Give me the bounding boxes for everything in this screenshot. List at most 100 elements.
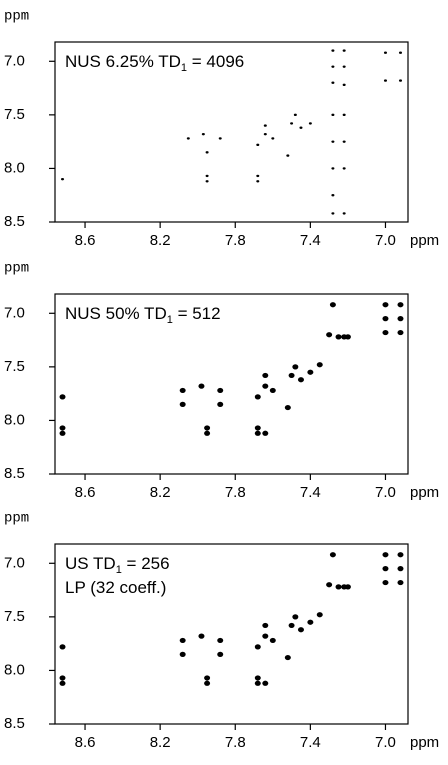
peak <box>269 637 276 644</box>
peak <box>292 364 299 370</box>
peak <box>335 334 342 340</box>
peak <box>262 680 269 686</box>
peak <box>205 151 209 154</box>
x-tick-label: 7.8 <box>225 734 246 751</box>
peak <box>205 180 209 183</box>
y-tick-label: 7.5 <box>4 106 25 123</box>
peak <box>254 680 261 686</box>
annotation: NUS 50% TD1 = 512 <box>65 304 221 325</box>
peak <box>254 394 261 400</box>
peak <box>397 329 404 336</box>
peak <box>331 194 335 197</box>
x-tick-label: 7.0 <box>375 484 396 501</box>
peak <box>59 680 66 686</box>
peak <box>342 113 346 117</box>
peak <box>297 627 304 633</box>
x-tick-label: 8.6 <box>75 232 96 249</box>
peak <box>218 137 222 140</box>
peak <box>59 675 66 681</box>
plot-frame <box>54 41 409 223</box>
y-tick-label: 8.0 <box>4 411 25 428</box>
peak <box>342 65 346 68</box>
peak <box>331 113 335 117</box>
peak <box>383 79 387 82</box>
peak <box>269 387 276 394</box>
x-tick-label: 8.2 <box>150 232 171 249</box>
x-tick-label: 7.4 <box>300 232 321 249</box>
peak <box>59 425 66 431</box>
peak <box>331 212 335 215</box>
peak <box>344 584 351 590</box>
peak <box>290 122 294 125</box>
peak <box>254 430 261 436</box>
peak <box>342 49 346 52</box>
plot-frame <box>54 293 409 475</box>
peak <box>204 430 211 436</box>
x-tick-label: 7.0 <box>375 734 396 751</box>
plot-frame <box>54 543 409 725</box>
x-tick-label: 7.4 <box>300 734 321 751</box>
peak <box>201 132 205 136</box>
annotation-text: NUS 6.25% TD <box>65 52 181 71</box>
peak <box>316 612 323 618</box>
x-tick-label: 8.6 <box>75 484 96 501</box>
peak <box>326 332 333 338</box>
peak <box>297 377 304 383</box>
peak <box>342 83 346 87</box>
peak <box>316 362 323 368</box>
peak <box>262 430 269 436</box>
y-tick-label: 7.0 <box>4 52 25 69</box>
peak <box>331 49 335 52</box>
annotation-subscript: 1 <box>116 564 122 576</box>
annotation-subscript: 1 <box>181 62 187 74</box>
y-tick-label: 8.0 <box>4 661 25 678</box>
peak <box>284 654 291 661</box>
peak <box>262 622 269 629</box>
annotation: NUS 6.25% TD1 = 4096 <box>65 52 244 73</box>
peak <box>331 167 335 170</box>
peak <box>342 167 346 170</box>
x-tick-label: 7.4 <box>300 484 321 501</box>
peak <box>256 174 260 178</box>
peak <box>335 584 342 590</box>
annotation-text: = 256 <box>122 554 170 573</box>
peak <box>217 387 224 394</box>
peak <box>284 404 291 411</box>
peak <box>204 425 211 431</box>
peak <box>331 81 335 84</box>
peak <box>326 582 333 588</box>
peak <box>204 675 211 681</box>
peak <box>288 622 295 629</box>
peak <box>307 619 314 625</box>
peak <box>217 637 224 644</box>
peak <box>254 425 261 431</box>
peak <box>382 316 389 322</box>
peak <box>205 174 209 178</box>
peak <box>397 579 404 586</box>
peak <box>382 329 389 336</box>
peak <box>398 51 402 54</box>
peak <box>397 566 404 572</box>
peak <box>61 177 65 181</box>
peak <box>308 122 312 125</box>
peak <box>299 126 303 129</box>
peak <box>179 401 186 407</box>
y-axis-label: ppm <box>4 9 29 25</box>
peak <box>217 401 224 407</box>
peak <box>331 140 335 143</box>
x-tick-label: 7.8 <box>225 232 246 249</box>
x-tick-label: 8.2 <box>150 484 171 501</box>
peak <box>307 369 314 375</box>
peak <box>397 552 404 558</box>
peak <box>397 316 404 322</box>
peak <box>262 383 269 389</box>
peak <box>382 579 389 586</box>
peak <box>217 651 224 657</box>
annotation: US TD1 = 256 <box>65 554 170 575</box>
y-tick-label: 7.0 <box>4 304 25 321</box>
annotation-subscript: 1 <box>167 314 173 326</box>
peak <box>179 637 186 644</box>
peak <box>263 124 267 127</box>
peak <box>292 614 299 620</box>
peak <box>204 680 211 686</box>
